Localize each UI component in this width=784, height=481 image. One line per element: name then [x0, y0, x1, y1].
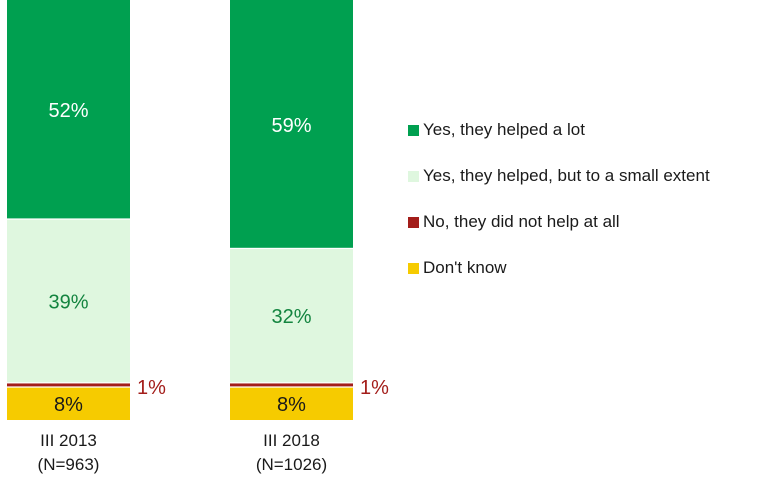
legend-swatch [408, 170, 419, 182]
data-label: 32% [271, 306, 311, 328]
legend-swatch [408, 124, 419, 136]
legend-item: Don't know [408, 258, 507, 278]
legend-swatch [408, 216, 419, 228]
bar-segment-yes-they-helped-but-to-a-small-extent-1 [7, 218, 130, 383]
bar-segment-yes-they-helped-but-to-a-small-extent-2 [230, 247, 353, 383]
category-label: III 2018 (N=1026) [256, 431, 327, 474]
legend-label: Yes, they helped a lot [423, 120, 585, 139]
data-label: 1% [137, 377, 166, 399]
bar-segment-yes-they-helped-a-lot-1 [7, 0, 130, 219]
legend-label: Don't know [423, 258, 507, 277]
data-label: 39% [48, 291, 88, 313]
legend-label: Yes, they helped, but to a small extent [423, 166, 710, 185]
legend-swatch [408, 262, 419, 274]
data-label: 1% [360, 377, 389, 399]
data-label: 52% [48, 100, 88, 122]
data-label: 8% [277, 394, 306, 416]
bar-segment-yes-they-helped-a-lot-2 [230, 0, 353, 248]
bar-segment-don-t-know-1 [7, 386, 130, 420]
category-label: III 2013 (N=963) [38, 431, 100, 474]
legend-label: No, they did not help at all [423, 212, 620, 231]
data-label: 59% [271, 115, 311, 137]
bar-segment-don-t-know-2 [230, 386, 353, 420]
legend-item: Yes, they helped, but to a small extent [408, 166, 710, 186]
bar-segment-no-they-did-not-help-at-all-1 [7, 382, 130, 387]
data-label: 8% [54, 394, 83, 416]
legend-item: No, they did not help at all [408, 212, 620, 232]
bar-segment-no-they-did-not-help-at-all-2 [230, 382, 353, 387]
legend-item: Yes, they helped a lot [408, 120, 585, 140]
